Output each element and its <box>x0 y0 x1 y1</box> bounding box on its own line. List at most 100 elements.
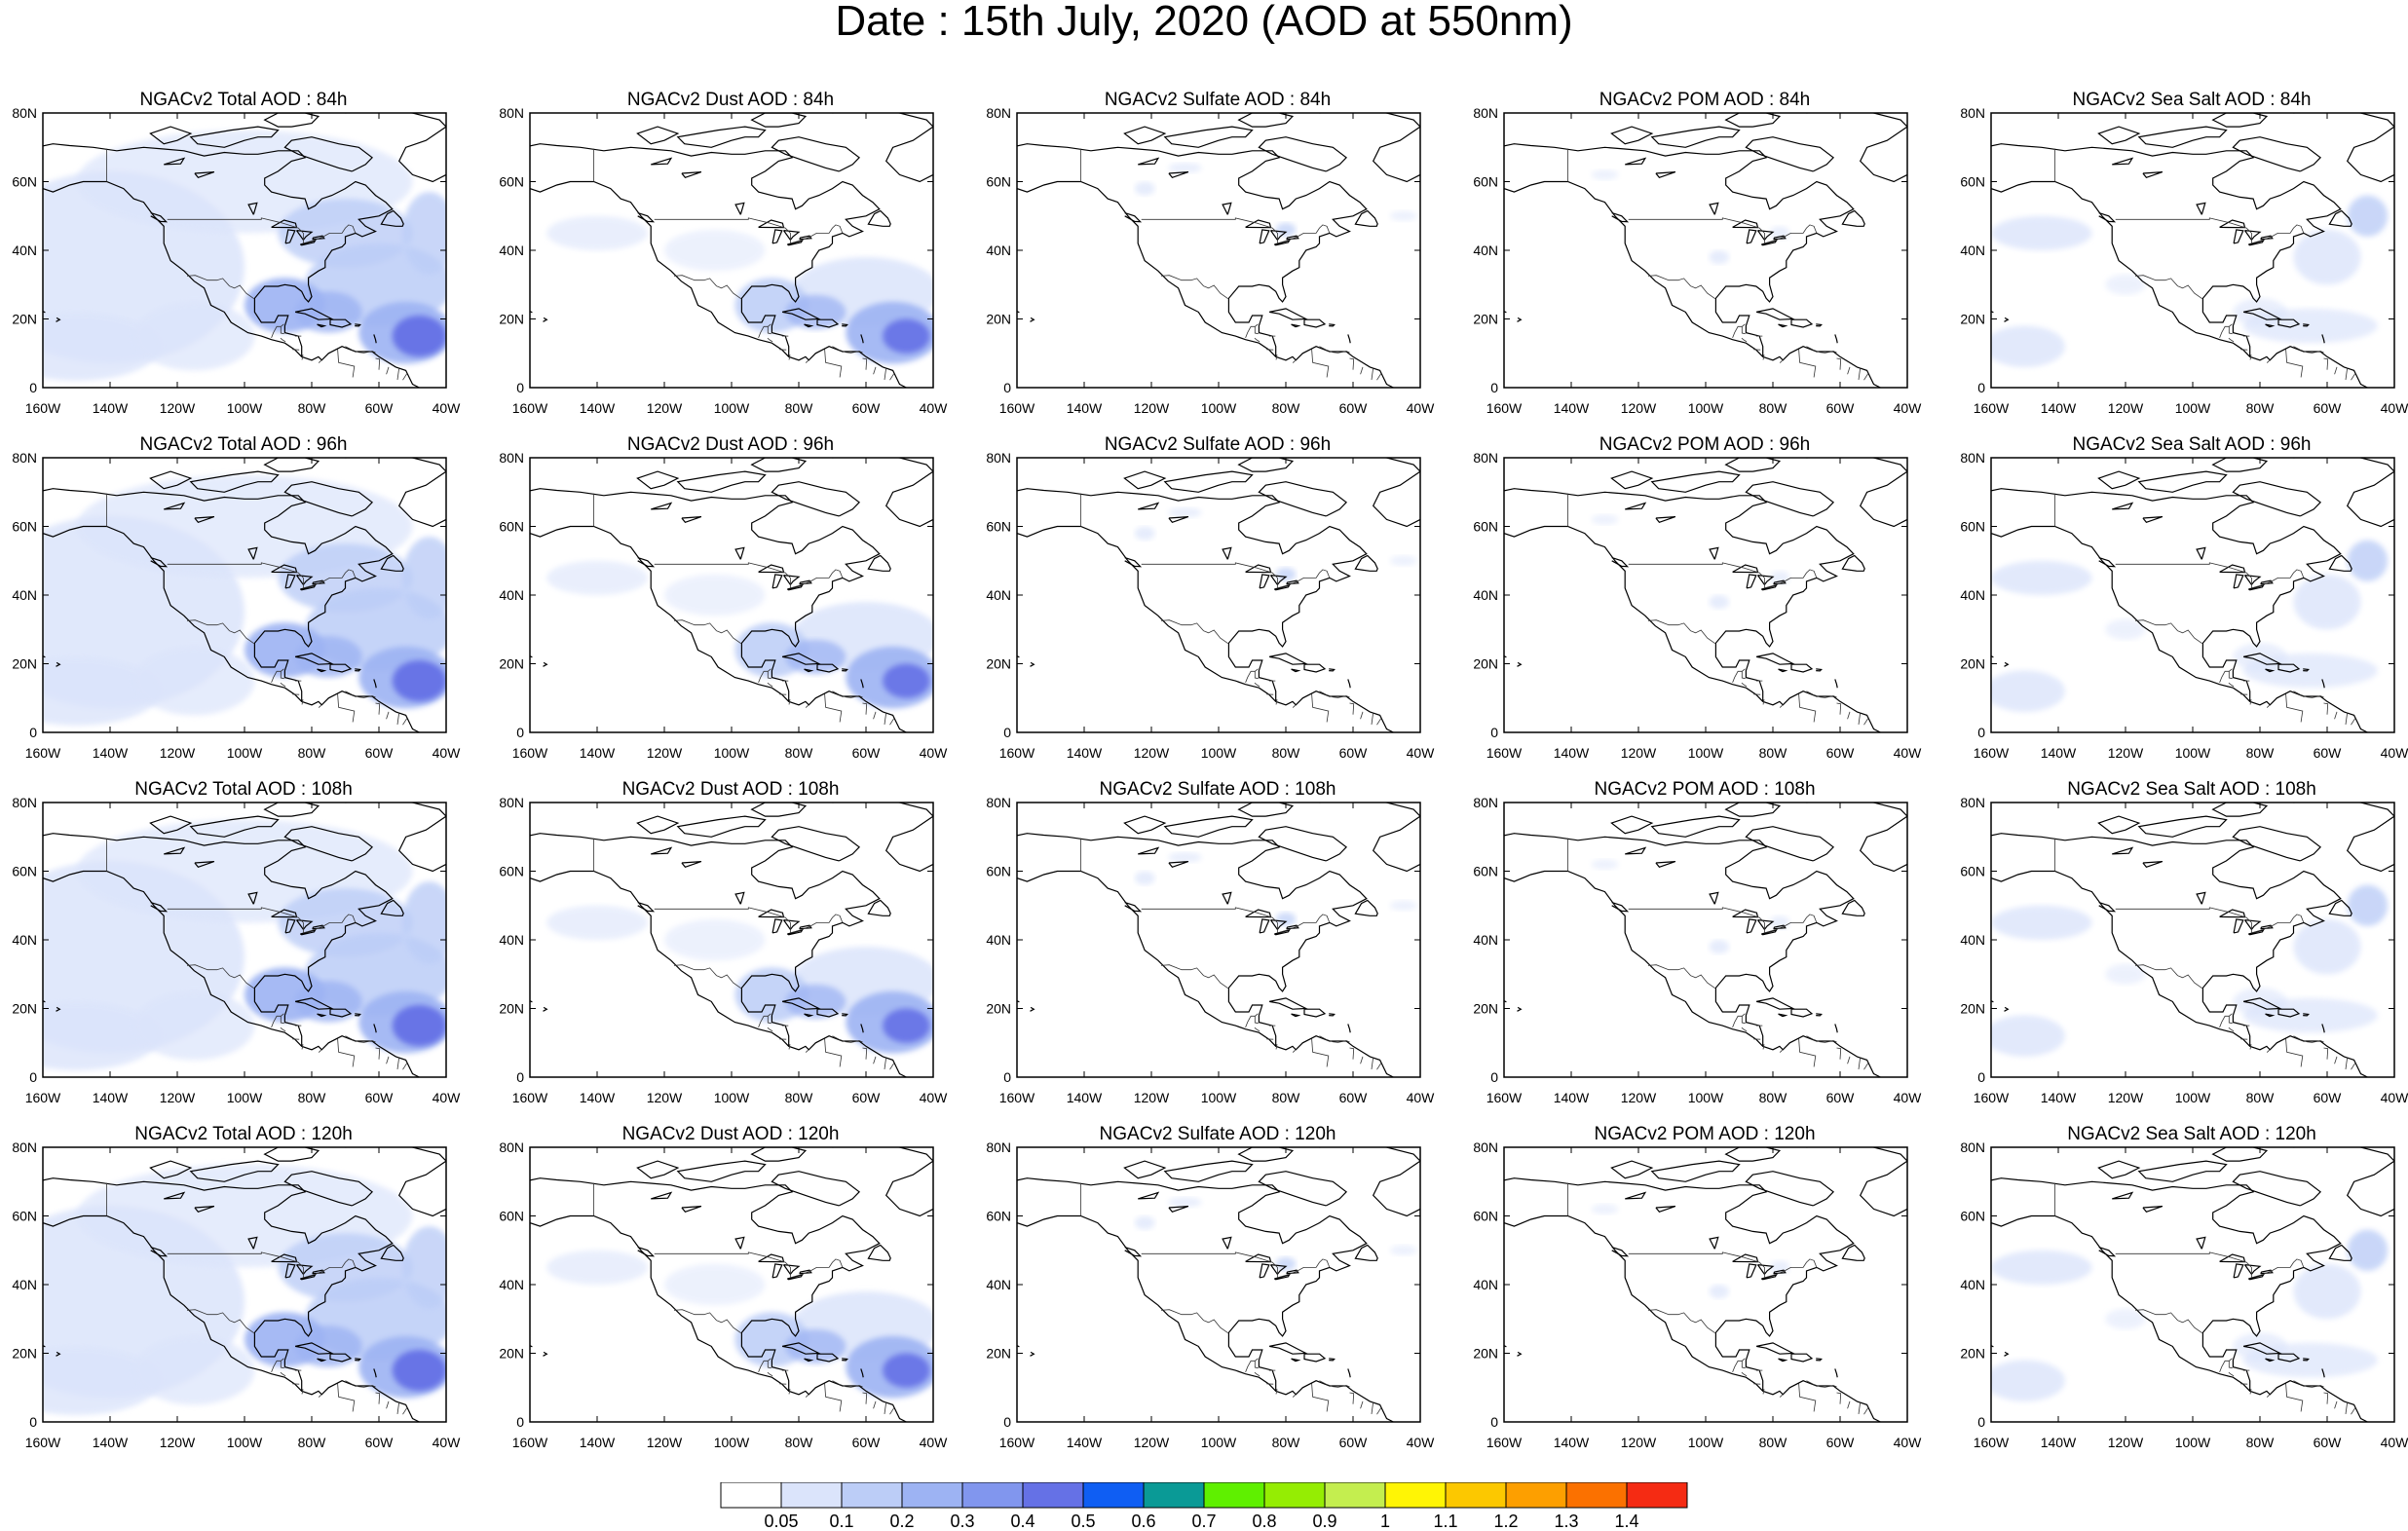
lat-tick-label: 40N <box>499 587 524 603</box>
island-outline <box>2303 668 2310 672</box>
coastlines <box>530 1147 933 1422</box>
island-outline <box>380 1244 404 1261</box>
lake-outline <box>771 574 783 589</box>
island-outline <box>832 803 933 873</box>
island-outline <box>317 323 327 328</box>
lake-outline <box>296 1264 314 1276</box>
lat-tick-label: 0 <box>1003 380 1011 395</box>
colorbar-swatch <box>1203 1482 1265 1509</box>
border-line <box>1741 1371 1748 1377</box>
border-line <box>673 619 741 645</box>
island-outline <box>2004 1006 2010 1012</box>
border-line <box>889 372 895 381</box>
border-line <box>1836 1047 1842 1060</box>
lon-tick-label: 60W <box>852 1435 882 1450</box>
aod-blob <box>402 537 446 619</box>
coastlines <box>1504 803 1907 1077</box>
lon-tick-label: 160W <box>999 400 1035 416</box>
border-line <box>1762 355 1765 360</box>
lon-tick-label: 40W <box>2381 400 2408 416</box>
lake-outline <box>164 157 186 166</box>
border-line <box>1376 717 1382 726</box>
aerosol-field <box>43 113 446 388</box>
atlantic-coastline <box>1017 833 1368 1047</box>
island-outline <box>804 668 814 673</box>
map-panel: NGACv2 Dust AOD : 120h 0 20N 40N 60N 80N 160W 1… <box>487 1124 974 1455</box>
border-line <box>767 1027 773 1032</box>
border-line <box>2266 359 2270 363</box>
lon-tick-label: 100W <box>714 745 750 761</box>
lake-outline <box>1709 546 1719 560</box>
lake-outline <box>2196 546 2206 560</box>
map-plot: 0 20N 40N 60N 80N 160W 140W 120W 100W 80W 60W 40W <box>1960 1139 2408 1450</box>
lon-tick-label: 40W <box>1894 1435 1923 1450</box>
island-outline <box>636 1160 680 1179</box>
border-line <box>1311 349 1330 378</box>
lat-tick-label: 40N <box>986 587 1011 603</box>
island-outline <box>2097 1160 2141 1179</box>
border-line <box>2334 1400 2338 1409</box>
coastlines <box>530 113 933 388</box>
island-outline <box>1778 1358 1788 1363</box>
border-line <box>884 712 887 725</box>
border-line <box>2323 357 2329 370</box>
lon-tick-label: 160W <box>25 1435 61 1450</box>
lon-tick-label: 40W <box>1894 1090 1923 1105</box>
aod-blob <box>1134 1215 1155 1230</box>
lake-outline <box>799 1269 812 1275</box>
border-line <box>654 562 844 589</box>
lat-tick-label: 20N <box>1960 656 1985 672</box>
island-outline <box>1724 113 1782 128</box>
pacific-coastline <box>530 180 907 388</box>
lat-tick-label: 20N <box>12 1001 37 1017</box>
lon-tick-label: 80W <box>785 1435 814 1450</box>
island-outline <box>1790 663 1814 673</box>
lon-tick-label: 140W <box>580 400 616 416</box>
border-line <box>1141 217 1331 244</box>
aerosol-field <box>530 803 933 1077</box>
border-line <box>2134 619 2202 645</box>
panel-title: NGACv2 Dust AOD : 120h <box>621 1124 840 1144</box>
border-line <box>788 699 791 705</box>
island-outline <box>329 1008 353 1018</box>
lake-outline <box>1270 919 1288 931</box>
border-line <box>788 1389 791 1395</box>
lake-outline <box>2112 157 2134 166</box>
colorbar-label: 0.05 <box>764 1512 798 1529</box>
lat-tick-label: 0 <box>1003 725 1011 740</box>
panel-title: NGACv2 Sea Salt AOD : 120h <box>2067 1124 2316 1144</box>
lon-tick-label: 40W <box>433 400 462 416</box>
lake-outline <box>681 171 702 179</box>
atlantic-coastline <box>43 1177 394 1392</box>
border-line <box>1847 711 1851 720</box>
lon-tick-label: 140W <box>93 400 129 416</box>
border-line <box>862 1047 868 1060</box>
coastlines <box>1991 1147 2394 1422</box>
island-outline <box>2098 212 2117 223</box>
island-outline <box>1611 212 1630 223</box>
lon-tick-label: 40W <box>920 1435 949 1450</box>
lat-tick-label: 40N <box>1473 243 1498 258</box>
lake-outline <box>1625 846 1647 855</box>
lat-tick-label: 0 <box>1003 1069 1011 1085</box>
lon-tick-label: 80W <box>1759 1090 1788 1105</box>
island-outline <box>1806 803 1907 873</box>
lon-tick-label: 160W <box>25 1090 61 1105</box>
lake-outline <box>194 171 215 179</box>
border-line <box>318 1049 321 1053</box>
aod-blob <box>883 318 930 354</box>
lake-outline <box>1746 574 1757 589</box>
border-line <box>2345 712 2349 725</box>
lon-tick-label: 40W <box>2381 745 2408 761</box>
aerosol-field <box>1017 803 1420 1077</box>
island-outline <box>1303 318 1327 328</box>
border-line <box>2351 1062 2356 1070</box>
lon-tick-label: 120W <box>2108 745 2144 761</box>
island-outline <box>1517 1006 1523 1012</box>
border-line <box>2293 1035 2324 1043</box>
colorbar-label: 0.1 <box>829 1512 853 1529</box>
lake-outline <box>681 1206 702 1214</box>
colorbar-label: 1.1 <box>1433 1512 1457 1529</box>
border-line <box>1360 1400 1364 1409</box>
border-line <box>767 671 771 680</box>
